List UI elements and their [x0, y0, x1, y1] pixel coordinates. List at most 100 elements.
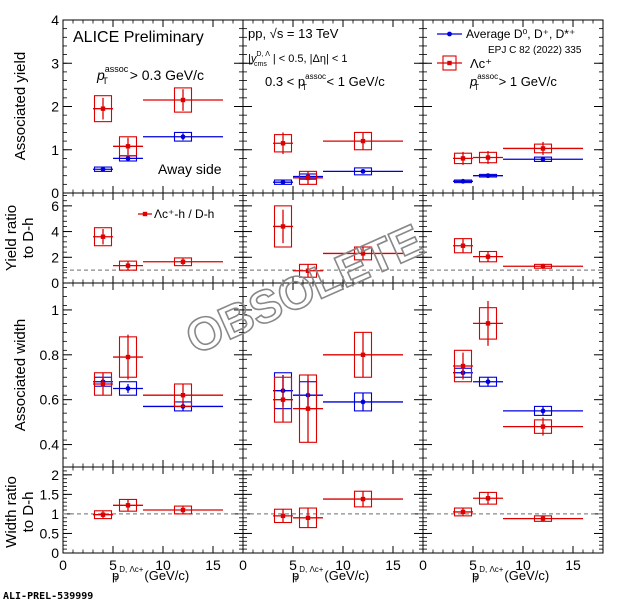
data-point-lc [540, 516, 546, 521]
data-point-lc [460, 509, 466, 515]
legend-lc-marker [447, 60, 452, 66]
data-point-lc [125, 263, 131, 268]
ylabel-yield-ratio-2: to D-h [20, 218, 37, 259]
ytick-label: 0.6 [40, 392, 60, 408]
text-labels: Associated yield Yield ratio to D-h Asso… [3, 26, 582, 602]
ytick-label: 3 [51, 55, 59, 71]
footer-id: ALI-PREL-539999 [3, 591, 93, 602]
xtick-label: 0 [59, 557, 67, 573]
data-point-lc [485, 254, 491, 259]
data-point-d [280, 179, 286, 185]
xtick-label: 10 [515, 557, 531, 573]
xtick-label: 10 [335, 557, 351, 573]
data-point-lc [360, 352, 366, 358]
data-point-lc [540, 424, 546, 429]
data-point-lc [305, 515, 311, 521]
data-point-d [540, 408, 546, 414]
panel-frame-width-2 [422, 282, 604, 468]
data-point-lc [280, 224, 286, 229]
data-point-lc [280, 397, 286, 402]
xtick-label: 15 [205, 557, 221, 573]
ytick-label: 1 [51, 506, 59, 522]
data-point-lc [125, 503, 131, 508]
data-point-lc [485, 321, 491, 326]
ylabel-yield: Associated yield [12, 52, 29, 160]
data-point-d [485, 379, 491, 385]
data-point-lc [100, 512, 106, 517]
legend-d-ref: EPJ C 82 (2022) 335 [488, 45, 582, 56]
data-point-d [125, 386, 131, 391]
data-point-lc [180, 259, 186, 264]
data-point-d [485, 173, 491, 179]
system-label: pp, √s = 13 TeV [248, 26, 339, 41]
preliminary-label: ALICE Preliminary [73, 29, 204, 46]
ytick-label: 0 [51, 275, 59, 291]
obsolete-watermark: OBSOLETE [178, 214, 430, 364]
data-point-lc [180, 97, 186, 103]
data-point-d [180, 134, 186, 140]
data-point-lc [100, 234, 106, 239]
xtick-label: 0 [419, 557, 427, 573]
legend-d-marker [447, 31, 452, 37]
ytick-label: 0 [51, 185, 59, 201]
data-point-lc [360, 138, 366, 144]
ytick-label: 2 [51, 249, 59, 265]
data-point-lc [305, 268, 311, 273]
data-point-lc [540, 146, 546, 151]
assoc-cut-left: passoc T > 0.3 GeV/c [96, 64, 204, 86]
data-point-d [540, 156, 546, 162]
data-point-lc [540, 264, 546, 269]
data-point-lc [460, 363, 466, 369]
ylabel-yield-ratio-1: Yield ratio [3, 205, 20, 271]
legend-d-label: Average D⁰, D⁺, D*⁺ [466, 27, 575, 41]
ytick-label: 0.8 [40, 347, 60, 363]
data-point-lc [360, 251, 366, 256]
away-side-label: Away side [158, 161, 222, 177]
xtick-label: 5 [469, 557, 477, 573]
ytick-label: 0.5 [40, 525, 60, 541]
ylabel-width-ratio-2: to D-h [20, 492, 37, 533]
data-point-lc [100, 106, 106, 111]
assoc-cut-middle: 0.3 < passoc T < 1 GeV/c [265, 72, 385, 92]
data-point-lc [485, 155, 491, 160]
xtick-label: 10 [155, 557, 171, 573]
ytick-label: 1 [51, 142, 59, 158]
data-point-d [125, 156, 131, 161]
data-point-lc [305, 175, 311, 181]
data-point-lc [460, 156, 466, 161]
ratio-legend-label: Λc⁺-h / D-h [154, 207, 214, 221]
ratio-legend-marker [142, 211, 148, 217]
xlabel-col3: pD, Λc+ T (GeV/c) [472, 565, 549, 584]
xtick-label: 15 [385, 557, 401, 573]
data-point-lc [485, 496, 491, 501]
data-point-lc [180, 392, 186, 398]
data-point-d [360, 399, 366, 405]
ytick-label: 4 [51, 12, 59, 28]
data-point-lc [360, 496, 366, 502]
panel-frame-yield_ratio-0 [62, 192, 244, 284]
ytick-label: 4 [51, 224, 59, 240]
panel-frame-yield-1 [242, 19, 424, 194]
panel-frame-yield_ratio-2 [422, 192, 604, 284]
ytick-label: 1 [51, 302, 59, 318]
xtick-label: 5 [109, 557, 117, 573]
ytick-label: 1.5 [40, 486, 60, 502]
ytick-label: 2 [51, 99, 59, 115]
assoc-cut-right: passoc T > 1 GeV/c [469, 72, 557, 92]
legend-lc-label: Λc⁺ [470, 56, 492, 71]
ytick-label: 6 [51, 198, 59, 214]
xtick-label: 0 [239, 557, 247, 573]
ylabel-width-ratio-1: Width ratio [3, 476, 20, 548]
data-point-d [360, 168, 366, 174]
data-point-lc [100, 381, 106, 387]
ylabel-width: Associated width [12, 319, 29, 432]
ytick-label: 0 [51, 545, 59, 561]
panel-frame-width_ratio-2 [422, 466, 604, 554]
data-point-lc [125, 144, 131, 149]
xtick-label: 15 [565, 557, 581, 573]
data-marks [93, 31, 583, 529]
data-point-lc [460, 243, 466, 248]
